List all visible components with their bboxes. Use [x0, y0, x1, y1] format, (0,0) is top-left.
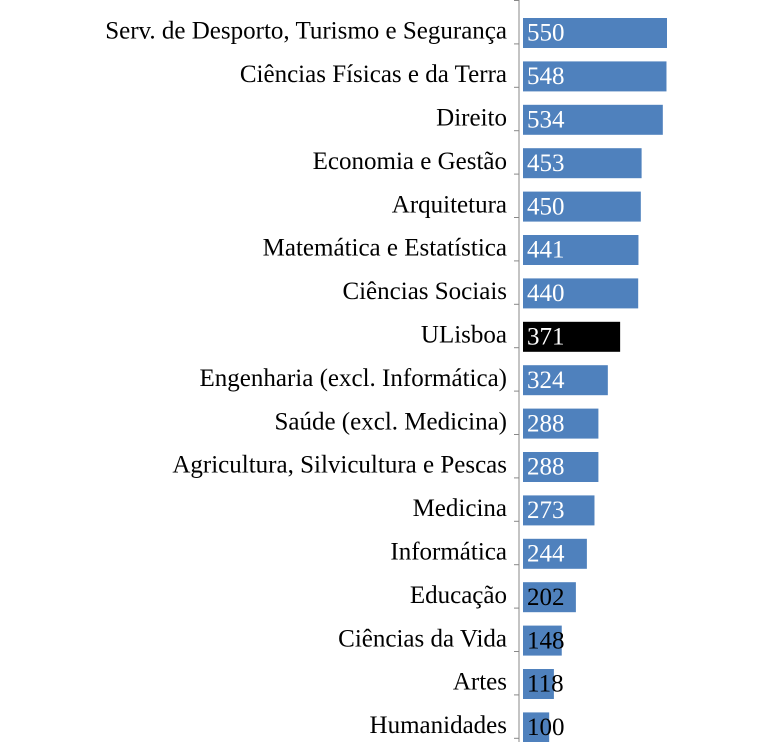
- y-tick-label: Artes: [453, 669, 507, 696]
- y-tick-label: Saúde (excl. Medicina): [274, 408, 507, 435]
- y-tick-label: Ciências Físicas e da Terra: [240, 61, 507, 88]
- value-label: 288: [527, 454, 565, 481]
- bar: [523, 278, 639, 309]
- bar: [523, 148, 642, 179]
- bar: [523, 321, 621, 352]
- bar: [523, 495, 595, 526]
- bar: [523, 538, 587, 569]
- value-label: 371: [527, 324, 565, 351]
- bar: [523, 104, 663, 135]
- y-tick-label: Educação: [410, 582, 507, 609]
- value-label: 244: [527, 541, 565, 568]
- y-tick-label: Matemática e Estatística: [263, 235, 507, 262]
- y-tick-label: Medicina: [413, 495, 507, 522]
- y-tick-label: Serv. de Desporto, Turismo e Segurança: [105, 18, 507, 45]
- bar: [523, 625, 562, 656]
- y-tick-label: Ciências da Vida: [338, 625, 507, 652]
- y-tick-label: ULisboa: [421, 322, 507, 349]
- value-label: 100: [527, 714, 565, 741]
- value-label: 202: [527, 584, 565, 611]
- bar: [523, 18, 667, 48]
- value-label: 453: [527, 150, 565, 177]
- value-label: 288: [527, 410, 565, 437]
- value-label: 450: [527, 193, 565, 220]
- y-tick-label: Informática: [390, 539, 507, 566]
- bar: [523, 452, 599, 482]
- bar: [523, 408, 599, 439]
- bar: [523, 61, 667, 92]
- y-tick-label: Agricultura, Silvicultura e Pescas: [172, 452, 507, 479]
- value-label: 324: [527, 367, 565, 394]
- value-label: 440: [527, 280, 565, 307]
- y-tick-label: Economia e Gestão: [313, 148, 507, 175]
- bar: [523, 582, 576, 613]
- y-tick-label: Engenharia (excl. Informática): [200, 365, 507, 392]
- value-label: 548: [527, 63, 565, 90]
- bar: [523, 235, 639, 265]
- y-tick-label: Direito: [436, 105, 507, 132]
- bar: [523, 365, 608, 396]
- value-label: 148: [527, 627, 565, 654]
- value-label: 550: [527, 20, 565, 47]
- value-label: 534: [527, 107, 565, 134]
- bar: [523, 712, 550, 742]
- value-label: 441: [527, 237, 565, 264]
- bar: [523, 669, 554, 699]
- y-tick-label: Humanidades: [370, 712, 507, 739]
- y-tick-label: Ciências Sociais: [342, 278, 507, 305]
- value-label: 118: [527, 671, 564, 698]
- bar: [523, 191, 641, 222]
- value-label: 273: [527, 497, 565, 524]
- y-tick-label: Arquitetura: [392, 191, 507, 218]
